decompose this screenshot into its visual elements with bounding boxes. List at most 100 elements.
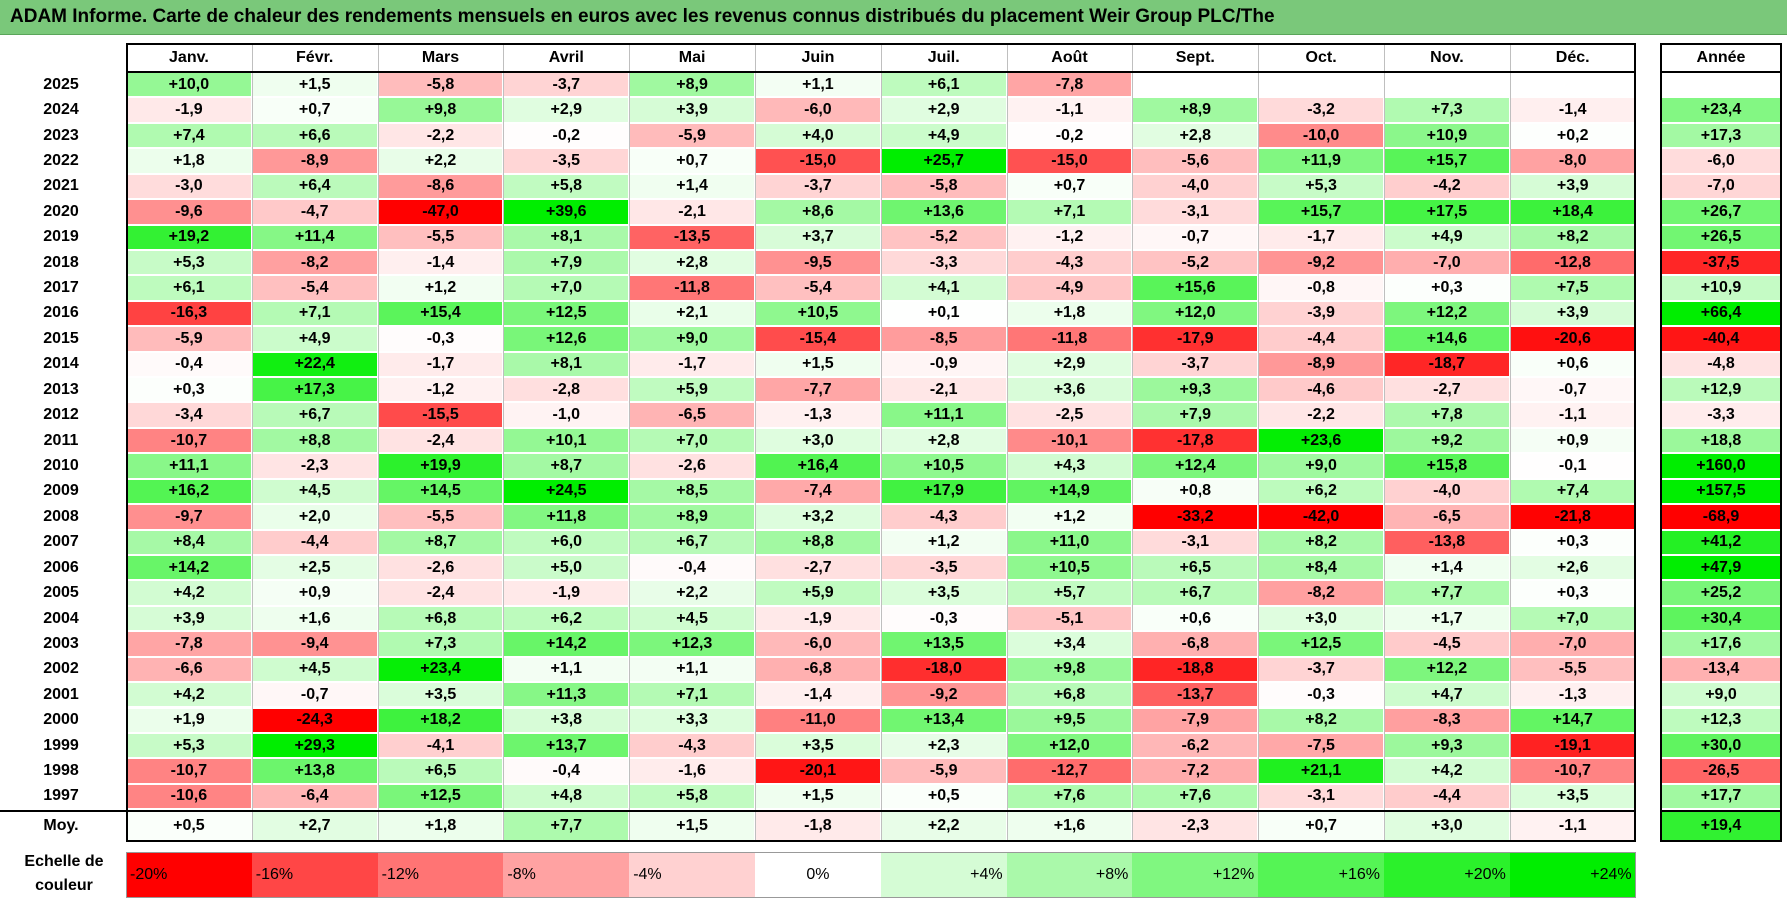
heatmap-cell: +1,4 bbox=[630, 174, 754, 199]
heatmap-cell: +10,5 bbox=[756, 301, 880, 326]
heatmap-cell: -4,1 bbox=[378, 733, 503, 758]
heatmap-cell: +4,2 bbox=[127, 683, 251, 707]
heatmap-cell: +4,5 bbox=[252, 479, 377, 504]
heatmap-cell: +7,5 bbox=[1510, 276, 1635, 300]
heatmap-cell: +10,1 bbox=[504, 428, 629, 453]
month-header: Mai bbox=[678, 48, 706, 66]
heatmap-cell: -5,8 bbox=[378, 73, 503, 97]
heatmap-cell: +7,1 bbox=[252, 301, 377, 326]
annual-cell: +10,9 bbox=[1661, 276, 1781, 300]
grid-line bbox=[881, 43, 882, 842]
heatmap-cell: +9,3 bbox=[1133, 378, 1258, 402]
heatmap-cell: +5,3 bbox=[1259, 174, 1383, 199]
heatmap-cell: +5,7 bbox=[1007, 581, 1132, 605]
annual-cell: -68,9 bbox=[1661, 505, 1781, 529]
heatmap-cell: +6,8 bbox=[1007, 683, 1132, 707]
header-separator bbox=[126, 71, 1636, 73]
heatmap-cell: +3,9 bbox=[1510, 301, 1635, 326]
heatmap-cell: -0,7 bbox=[1133, 225, 1258, 249]
heatmap-cell: +8,8 bbox=[252, 428, 377, 453]
heatmap-cell: +17,5 bbox=[1385, 200, 1509, 224]
heatmap-cell: +16,2 bbox=[127, 479, 251, 504]
heatmap-cell: -0,1 bbox=[1510, 454, 1635, 478]
heatmap-cell: +0,6 bbox=[1133, 606, 1258, 631]
heatmap-cell: +8,9 bbox=[630, 505, 754, 529]
heatmap-cell: +11,8 bbox=[504, 505, 629, 529]
heatmap-cell: -7,0 bbox=[1385, 250, 1509, 275]
heatmap-cell: -8,3 bbox=[1385, 708, 1509, 732]
heatmap-cell: +0,7 bbox=[1007, 174, 1132, 199]
row-year-label: 2017 bbox=[43, 279, 79, 297]
average-cell: +3,0 bbox=[1385, 812, 1509, 841]
annual-cell: +157,5 bbox=[1661, 479, 1781, 504]
heatmap-cell: -5,9 bbox=[881, 759, 1006, 783]
heatmap-cell: -0,4 bbox=[504, 759, 629, 783]
month-header: Avril bbox=[548, 48, 584, 66]
heatmap-cell: -0,9 bbox=[881, 352, 1006, 377]
heatmap-cell: +3,0 bbox=[1259, 606, 1383, 631]
row-year-label: 2005 bbox=[43, 584, 79, 602]
heatmap-cell: +15,6 bbox=[1133, 276, 1258, 300]
heatmap-cell: -8,9 bbox=[1259, 352, 1383, 377]
heatmap-cell: -3,2 bbox=[1259, 98, 1383, 122]
heatmap-cell: +12,2 bbox=[1385, 301, 1509, 326]
heatmap-cell: -0,4 bbox=[630, 555, 754, 580]
annual-cell bbox=[1661, 73, 1781, 97]
heatmap-cell bbox=[1259, 73, 1383, 97]
heatmap-cell: -10,0 bbox=[1259, 123, 1383, 148]
heatmap-cell: +9,8 bbox=[1007, 657, 1132, 682]
heatmap-cell: +5,9 bbox=[756, 581, 880, 605]
annual-cell: -4,8 bbox=[1661, 352, 1781, 377]
average-cell: -2,3 bbox=[1133, 812, 1258, 841]
heatmap-cell: +5,3 bbox=[127, 733, 251, 758]
heatmap-cell: +29,3 bbox=[252, 733, 377, 758]
heatmap-cell: +17,9 bbox=[881, 479, 1006, 504]
average-cell: +7,7 bbox=[504, 812, 629, 841]
heatmap-cell: -3,1 bbox=[1259, 784, 1383, 809]
heatmap-cell: -42,0 bbox=[1259, 505, 1383, 529]
heatmap-cell: -10,7 bbox=[1510, 759, 1635, 783]
heatmap-cell: -3,7 bbox=[1259, 657, 1383, 682]
month-header: Août bbox=[1051, 48, 1088, 66]
heatmap-cell: +12,5 bbox=[378, 784, 503, 809]
heatmap-cell: +5,3 bbox=[127, 250, 251, 275]
annual-cell: -40,4 bbox=[1661, 327, 1781, 351]
heatmap-cell: -1,2 bbox=[1007, 225, 1132, 249]
heatmap-cell: -0,8 bbox=[1259, 276, 1383, 300]
row-year-label: 2025 bbox=[43, 75, 79, 93]
heatmap-cell: +3,5 bbox=[756, 733, 880, 758]
heatmap-cell: +13,4 bbox=[881, 708, 1006, 732]
color-scale-step: +12% bbox=[1132, 852, 1259, 898]
heatmap-cell: -13,8 bbox=[1385, 530, 1509, 554]
heatmap-cell: +4,7 bbox=[1385, 683, 1509, 707]
heatmap-cell: +2,6 bbox=[1510, 555, 1635, 580]
heatmap-cell: -5,5 bbox=[1510, 657, 1635, 682]
heatmap-cell: -3,3 bbox=[881, 250, 1006, 275]
average-cell: +2,7 bbox=[252, 812, 377, 841]
header-separator bbox=[1660, 71, 1782, 73]
heatmap-cell: -1,1 bbox=[1007, 98, 1132, 122]
row-year-label: 2019 bbox=[43, 228, 79, 246]
heatmap-cell: +3,5 bbox=[881, 581, 1006, 605]
heatmap-cell: +3,9 bbox=[1510, 174, 1635, 199]
grid-line bbox=[1258, 43, 1259, 842]
heatmap-cell: +7,0 bbox=[504, 276, 629, 300]
heatmap-cell: +3,5 bbox=[378, 683, 503, 707]
heatmap-cell: +3,4 bbox=[1007, 632, 1132, 656]
annual-cell: +9,0 bbox=[1661, 683, 1781, 707]
heatmap-cell: -0,4 bbox=[127, 352, 251, 377]
heatmap-cell: +1,6 bbox=[252, 606, 377, 631]
heatmap-cell: +7,4 bbox=[127, 123, 251, 148]
heatmap-cell: -0,2 bbox=[504, 123, 629, 148]
heatmap-cell: +11,3 bbox=[504, 683, 629, 707]
heatmap-cell: -12,8 bbox=[1510, 250, 1635, 275]
heatmap-cell: +8,2 bbox=[1259, 708, 1383, 732]
heatmap-cell: -11,8 bbox=[630, 276, 754, 300]
row-year-label: 2015 bbox=[43, 329, 79, 347]
heatmap-cell: +12,0 bbox=[1133, 301, 1258, 326]
row-year-label: 2012 bbox=[43, 406, 79, 424]
heatmap-cell: +24,5 bbox=[504, 479, 629, 504]
heatmap-cell: -4,7 bbox=[252, 200, 377, 224]
heatmap-cell: +6,2 bbox=[504, 606, 629, 631]
heatmap-cell: +15,7 bbox=[1385, 149, 1509, 173]
